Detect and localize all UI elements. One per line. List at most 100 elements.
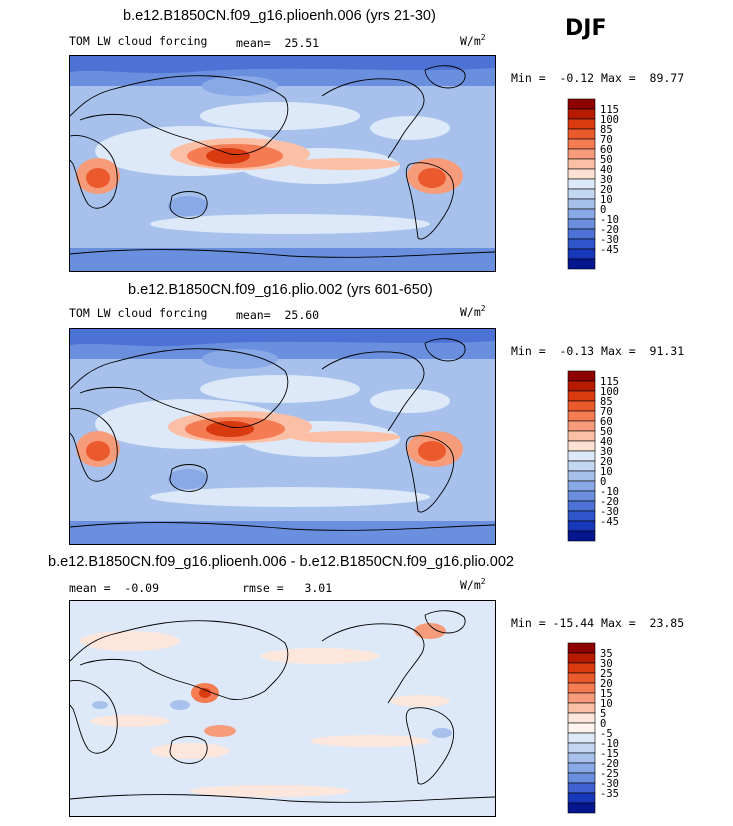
colorbar-level-label: -20 — [600, 224, 619, 236]
colorbar-level-label: -35 — [600, 788, 619, 800]
colorbar-box — [567, 722, 596, 734]
map3-samerica-coast — [405, 707, 454, 785]
colorbar-level-label: 25 — [600, 668, 613, 680]
panel2-map — [69, 328, 496, 545]
map3-namerica-coast — [321, 623, 425, 704]
map1-africa-coast — [70, 135, 118, 209]
colorbar-level-label: 115 — [600, 376, 619, 388]
colorbar-box — [567, 98, 596, 110]
colorbar-level-label: 115 — [600, 104, 619, 116]
map3-patch-7 — [390, 695, 450, 707]
map2-eurasia-coast — [70, 348, 289, 428]
colorbar-box — [567, 430, 596, 442]
panel1-units-exp: 2 — [480, 33, 486, 42]
map1-coastlines — [70, 65, 495, 258]
panel1-minmax: Min = -0.12 Max = 89.77 — [511, 71, 684, 85]
panel3-mean-label: mean = — [69, 581, 111, 595]
colorbar-box — [567, 168, 596, 180]
colorbar-level-label: -45 — [600, 244, 619, 256]
colorbar-level-label: 70 — [600, 134, 613, 146]
colorbar-level-label: 100 — [600, 114, 619, 126]
colorbar-level-label: 30 — [600, 174, 613, 186]
colorbar-level-label: 50 — [600, 426, 613, 438]
panel3-title: b.e12.B1850CN.f09_g16.plioenh.006 - b.e1… — [48, 554, 514, 570]
panel1-map — [69, 55, 496, 272]
colorbar-level-label: -30 — [600, 778, 619, 790]
colorbar-level-label: 20 — [600, 678, 613, 690]
colorbar-box — [567, 188, 596, 200]
colorbar-box — [567, 198, 596, 210]
map1-npac-cloud — [200, 102, 360, 130]
colorbar-level-label: -10 — [600, 486, 619, 498]
colorbar-level-label: -10 — [600, 214, 619, 226]
panel2-mean-label: mean= — [236, 308, 271, 322]
map3-neg-1 — [170, 700, 190, 710]
colorbar-level-label: 10 — [600, 466, 613, 478]
panel1-title: b.e12.B1850CN.f09_g16.plioenh.006 (yrs 2… — [123, 8, 436, 24]
colorbar-box — [567, 420, 596, 432]
panel1-colorbar: 115 100 85 70 60 50 40 30 20 10 0 -10 -20 -30 -45 — [567, 98, 638, 270]
colorbar-box — [567, 500, 596, 512]
panel2-units: W/m2 — [460, 304, 486, 319]
panel1-min-value: -0.12 — [559, 71, 595, 85]
map1-siberia — [202, 76, 278, 96]
map2-greenland-coast — [424, 338, 466, 362]
panel2-title: b.e12.B1850CN.f09_g16.plio.002 (yrs 601-… — [128, 282, 433, 298]
colorbar-box — [567, 138, 596, 150]
colorbar-box — [567, 460, 596, 472]
panel2-variable: TOM LW cloud forcing — [69, 306, 208, 320]
panel3-units: W/m2 — [460, 577, 486, 592]
panel1-variable: TOM LW cloud forcing — [69, 34, 208, 48]
colorbar-box — [567, 732, 596, 744]
colorbar-box — [567, 218, 596, 230]
map3-maritime-core — [199, 688, 211, 698]
panel3-map-svg — [70, 601, 495, 816]
map3-patch-3 — [150, 743, 230, 759]
colorbar-box — [567, 148, 596, 160]
colorbar-box — [567, 782, 596, 794]
map2-samerica-core — [418, 441, 446, 461]
colorbar-level-label: -15 — [600, 748, 619, 760]
map3-coastlines — [70, 610, 495, 803]
colorbar-box — [567, 248, 596, 260]
map2-namerica-coast — [321, 351, 425, 432]
colorbar-box — [567, 520, 596, 532]
colorbar-box — [567, 380, 596, 392]
panel3-colorbar: 35 30 25 20 15 10 5 0 -5 -10 -15 -20 -25 -30 -35 — [567, 642, 638, 814]
map3-patch-5 — [90, 715, 170, 727]
colorbar-box — [567, 802, 596, 814]
panel1-max-label: Max = — [601, 71, 636, 85]
colorbar-box — [567, 742, 596, 754]
colorbar-level-label: 0 — [600, 718, 606, 730]
colorbar-level-label: -25 — [600, 768, 619, 780]
colorbar-box — [567, 712, 596, 724]
colorbar-box — [567, 480, 596, 492]
colorbar-box — [567, 702, 596, 714]
panel2-max-value: 91.31 — [649, 344, 685, 358]
colorbar-box — [567, 490, 596, 502]
colorbar-level-label: 85 — [600, 124, 613, 136]
map2-pac-itcz — [290, 431, 400, 443]
colorbar-level-label: -20 — [600, 758, 619, 770]
colorbar-box — [567, 752, 596, 764]
map3-patch-4 — [310, 735, 430, 747]
panel3-minmax: Min = -15.44 Max = 23.85 — [511, 616, 684, 630]
colorbar-level-label: 100 — [600, 386, 619, 398]
map2-north-deep — [70, 329, 495, 347]
panel1-units-base: W/m — [460, 34, 481, 48]
colorbar-box — [567, 510, 596, 522]
colorbar-level-label: 10 — [600, 698, 613, 710]
panel2-colorbar: 115 100 85 70 60 50 40 30 20 10 0 -10 -20 -30 -45 — [567, 370, 638, 542]
colorbar-level-label: -45 — [600, 516, 619, 528]
map3-indian-pos — [204, 725, 236, 737]
map1-north-deep — [70, 56, 495, 74]
panel3-rmse-label: rmse = — [242, 581, 284, 595]
panel1-map-svg — [70, 56, 495, 271]
map2-warmpool-core — [206, 421, 254, 437]
map2-south-band — [70, 521, 495, 544]
panel3-min-label: Min = — [511, 616, 546, 630]
colorbar-box — [567, 178, 596, 190]
map2-samerica-coast — [405, 435, 454, 513]
colorbar-level-label: 10 — [600, 194, 613, 206]
map2-antarctica-coast — [70, 522, 495, 531]
